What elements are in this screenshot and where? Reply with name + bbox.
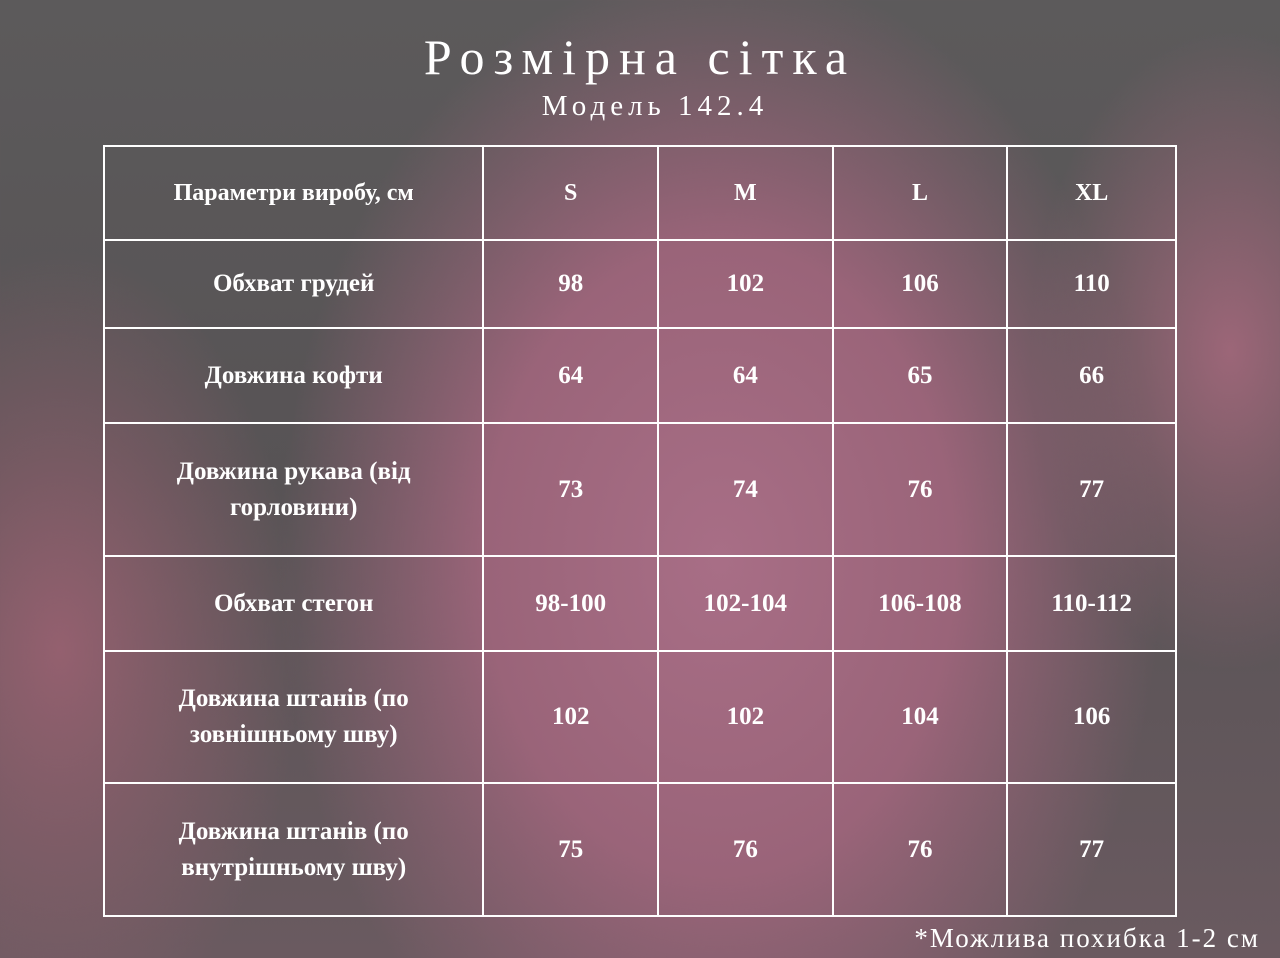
value-cell: 75 — [482, 782, 659, 917]
value-cell: 66 — [1006, 327, 1177, 424]
value-cell: 102 — [482, 650, 659, 784]
model-subtitle: Модель 142.4 — [541, 90, 769, 122]
value-cell: 106 — [831, 239, 1009, 329]
page-title: Розмірна сітка — [423, 29, 857, 85]
header-row: Параметри виробу, см S M L XL — [102, 145, 1177, 241]
value-cell: 73 — [482, 422, 659, 557]
value-cell: 64 — [657, 327, 834, 424]
value-cell: 102 — [657, 650, 834, 784]
value-cell: 110-112 — [1006, 555, 1177, 652]
header-cell: XL — [1006, 145, 1177, 241]
table-row: Довжина рукава (від горловини) 73 74 76 77 — [102, 422, 1177, 557]
table-row: Довжина штанів (по зовнішньому шву) 102 10… — [102, 650, 1177, 784]
value-cell: 102-104 — [657, 555, 834, 652]
value-cell: 65 — [831, 327, 1009, 424]
parameter-cell: Обхват грудей — [102, 239, 485, 329]
value-cell: 102 — [657, 239, 834, 329]
value-cell: 77 — [1006, 422, 1177, 557]
size-table: Параметри виробу, см S M L XL Обхват гру… — [102, 145, 1177, 917]
value-cell: 98-100 — [482, 555, 659, 652]
value-cell: 98 — [482, 239, 659, 329]
header-cell: S — [482, 145, 659, 241]
value-cell: 110 — [1006, 239, 1177, 329]
footnote: *Можлива похибка 1-2 см — [914, 923, 1260, 953]
value-cell: 76 — [831, 422, 1009, 557]
value-cell: 64 — [482, 327, 659, 424]
parameter-cell: Довжина штанів (по зовнішньому шву) — [102, 650, 485, 784]
value-cell: 76 — [831, 782, 1009, 917]
value-cell: 106-108 — [831, 555, 1009, 652]
value-cell: 104 — [831, 650, 1009, 784]
parameter-cell: Обхват стегон — [102, 555, 485, 652]
header-cell: L — [831, 145, 1009, 241]
value-cell: 77 — [1006, 782, 1177, 917]
table-row: Довжина кофти 64 64 65 66 — [102, 327, 1177, 424]
value-cell: 76 — [657, 782, 834, 917]
table-row: Обхват грудей 98 102 106 110 — [102, 239, 1177, 329]
value-cell: 106 — [1006, 650, 1177, 784]
value-cell: 74 — [657, 422, 834, 557]
parameter-cell: Довжина штанів (по внутрішньому шву) — [102, 782, 485, 917]
header-cell: Параметри виробу, см — [102, 145, 485, 241]
header-cell: M — [657, 145, 834, 241]
parameter-cell: Довжина кофти — [102, 327, 485, 424]
table-row: Обхват стегон 98-100 102-104 106-108 110-112 — [102, 555, 1177, 652]
table-row: Довжина штанів (по внутрішньому шву) 75 76… — [102, 782, 1177, 917]
parameter-cell: Довжина рукава (від горловини) — [102, 422, 485, 557]
